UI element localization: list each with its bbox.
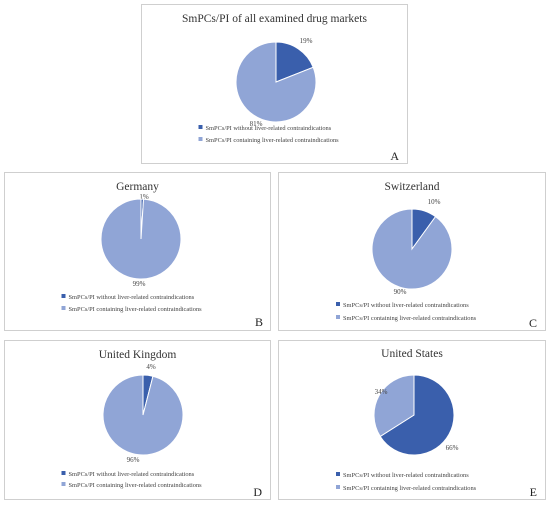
chart-panel-a: SmPCs/PI of all examined drug markets 19%…	[141, 4, 408, 164]
pie-slice-containing-c	[371, 208, 453, 290]
panel-letter-e: E	[530, 485, 537, 499]
pie-label-containing-d: 96%	[127, 456, 140, 464]
pie-chart-c: Switzerland 10% 90% SmPCs/PI without liver-…	[336, 181, 537, 330]
pie-label-without-d: 4%	[146, 363, 156, 371]
panel-letter-a: A	[390, 149, 399, 163]
chart-panel-c: Switzerland 10% 90% SmPCs/PI without liver-…	[278, 172, 546, 331]
legend-swatch-without-a	[198, 125, 203, 129]
legend-label-without-b: SmPCs/PI without liver-related contraind…	[69, 294, 195, 301]
chart-panel-b: Germany 1% 99% SmPCs/PI without liver-relat…	[4, 172, 271, 331]
legend-swatch-containing-c	[336, 315, 340, 319]
pie-slice-containing-d	[102, 374, 184, 456]
chart-title-e: United States	[381, 348, 443, 360]
legend-label-without-e: SmPCs/PI without liver-related contraind…	[343, 472, 469, 479]
pie-label-containing-e: 34%	[375, 388, 388, 396]
pie-chart-a: SmPCs/PI of all examined drug markets 19%…	[182, 13, 399, 163]
chart-panel-d: United Kingdom 4% 96% SmPCs/PI without live…	[4, 340, 271, 500]
pie-slice-without-e	[379, 374, 455, 456]
pie-label-without-c: 10%	[428, 198, 441, 206]
panel-letter-c: C	[529, 316, 537, 330]
legend-swatch-containing-e	[336, 485, 340, 489]
panel-letter-b: B	[255, 315, 263, 329]
pie-chart-e: United States 66% 34% SmPCs/PI without live…	[336, 348, 537, 499]
legend-swatch-containing-a	[198, 137, 203, 141]
legend-label-without-c: SmPCs/PI without liver-related contraind…	[343, 302, 469, 309]
pie-label-without-a: 19%	[300, 37, 313, 45]
chart-panel-e: United States 66% 34% SmPCs/PI without live…	[278, 340, 546, 500]
legend-swatch-without-d	[61, 471, 66, 475]
legend-swatch-containing-b	[61, 306, 66, 310]
pie-slice-containing-b	[100, 198, 182, 280]
pie-label-containing-b: 99%	[133, 280, 146, 288]
legend-swatch-without-c	[336, 302, 340, 306]
pie-label-without-b: 1%	[139, 193, 149, 201]
legend-label-without-d: SmPCs/PI without liver-related contraind…	[69, 471, 195, 478]
legend-label-containing-e: SmPCs/PI containing liver-related contra…	[343, 485, 477, 492]
legend-swatch-without-b	[61, 294, 66, 298]
pie-label-without-e: 66%	[446, 444, 459, 452]
pie-chart-d: United Kingdom 4% 96% SmPCs/PI without live…	[61, 349, 262, 499]
legend-label-containing-b: SmPCs/PI containing liver-related contra…	[69, 306, 203, 313]
pie-slice-containing-a	[235, 41, 317, 123]
pie-slice-containing-e	[373, 374, 415, 438]
chart-title-a: SmPCs/PI of all examined drug markets	[182, 13, 367, 25]
legend-label-containing-c: SmPCs/PI containing liver-related contra…	[343, 315, 477, 322]
legend-label-without-a: SmPCs/PI without liver-related contraind…	[206, 125, 332, 132]
legend-label-containing-a: SmPCs/PI containing liver-related contra…	[206, 137, 340, 144]
panel-letter-d: D	[253, 485, 262, 499]
pie-label-containing-c: 90%	[394, 288, 407, 296]
legend-label-containing-d: SmPCs/PI containing liver-related contra…	[69, 482, 203, 489]
legend-swatch-containing-d	[61, 482, 66, 486]
pie-label-containing-a: 81%	[250, 120, 263, 128]
chart-title-d: United Kingdom	[99, 349, 177, 361]
pie-slice-without-a	[275, 41, 314, 83]
chart-title-b: Germany	[116, 181, 159, 193]
legend-swatch-without-e	[336, 472, 340, 476]
chart-title-c: Switzerland	[385, 181, 440, 193]
